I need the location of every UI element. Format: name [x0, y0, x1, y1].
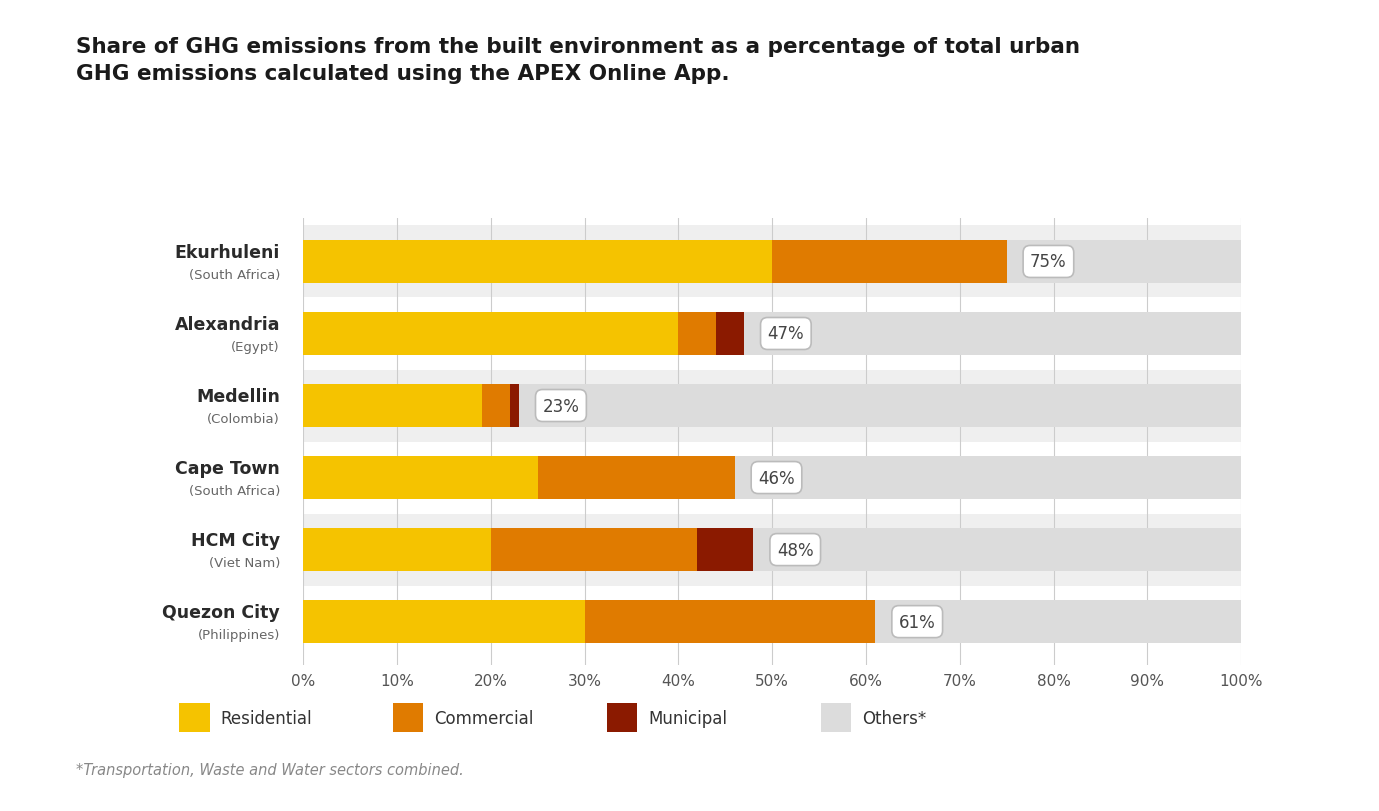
- Text: (Colombia): (Colombia): [207, 413, 280, 426]
- Bar: [716, 312, 745, 356]
- Text: Residential: Residential: [221, 709, 312, 727]
- Bar: [303, 442, 1241, 514]
- Bar: [303, 370, 1241, 442]
- Text: Cape Town: Cape Town: [175, 460, 280, 478]
- Text: (Viet Nam): (Viet Nam): [208, 556, 280, 569]
- Text: Quezon City: Quezon City: [163, 603, 280, 621]
- Text: 61%: 61%: [899, 613, 935, 631]
- Bar: [772, 241, 1007, 284]
- Text: 46%: 46%: [758, 469, 794, 487]
- Text: Ekurhuleni: Ekurhuleni: [175, 244, 280, 262]
- Text: Municipal: Municipal: [648, 709, 727, 727]
- Bar: [303, 528, 491, 572]
- Text: *Transportation, Waste and Water sectors combined.: *Transportation, Waste and Water sectors…: [76, 762, 463, 777]
- Text: (Philippines): (Philippines): [197, 629, 280, 642]
- Text: Share of GHG emissions from the built environment as a percentage of total urban: Share of GHG emissions from the built en…: [76, 36, 1080, 84]
- Text: 48%: 48%: [776, 541, 814, 559]
- Bar: [303, 586, 1241, 658]
- Bar: [538, 457, 735, 500]
- Bar: [1007, 241, 1241, 284]
- Bar: [753, 528, 1241, 572]
- Text: 23%: 23%: [542, 397, 579, 415]
- Text: (South Africa): (South Africa): [189, 268, 280, 281]
- Text: (South Africa): (South Africa): [189, 484, 280, 497]
- Bar: [303, 514, 1241, 586]
- Bar: [303, 384, 481, 427]
- Bar: [519, 384, 1241, 427]
- Bar: [678, 312, 716, 356]
- Bar: [303, 241, 772, 284]
- Bar: [303, 312, 678, 356]
- Text: Commercial: Commercial: [434, 709, 534, 727]
- Bar: [876, 600, 1241, 643]
- Bar: [303, 298, 1241, 370]
- Bar: [510, 384, 519, 427]
- Text: Medellin: Medellin: [196, 388, 280, 406]
- Text: Alexandria: Alexandria: [174, 315, 280, 333]
- Text: Others*: Others*: [862, 709, 927, 727]
- Bar: [735, 457, 1241, 500]
- Bar: [303, 226, 1241, 298]
- Bar: [303, 457, 538, 500]
- Text: 47%: 47%: [768, 325, 804, 343]
- Text: HCM City: HCM City: [190, 531, 280, 550]
- Text: 75%: 75%: [1030, 253, 1067, 271]
- Bar: [745, 312, 1241, 356]
- Bar: [303, 600, 585, 643]
- Bar: [481, 384, 510, 427]
- Text: (Egypt): (Egypt): [232, 341, 280, 354]
- Bar: [698, 528, 753, 572]
- Bar: [491, 528, 698, 572]
- Bar: [585, 600, 876, 643]
